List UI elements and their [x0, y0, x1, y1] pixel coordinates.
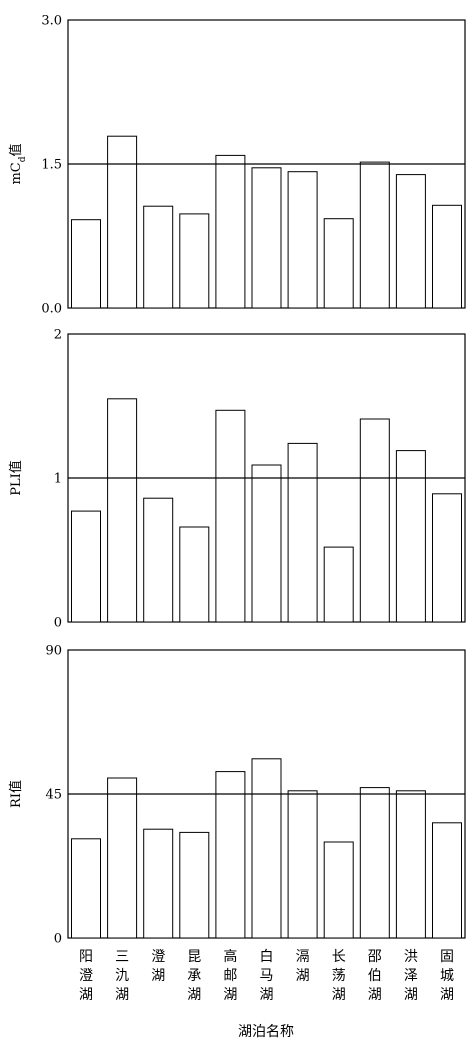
- ytick-label-ri-0: 0: [54, 932, 62, 947]
- ytick-label-ri-2: 90: [45, 644, 62, 659]
- bar-pli-10: [395, 450, 426, 623]
- panel-mcd: 0.0 1.5 3.0 mCd值: [8, 14, 466, 317]
- bar-pli-5: [215, 409, 246, 623]
- bar-mcd-10: [395, 174, 426, 309]
- bar-ri-6: [251, 758, 282, 939]
- ytick-label-pli-2: 2: [54, 328, 62, 343]
- bar-mcd-11: [432, 204, 462, 309]
- bar-mcd-2: [107, 135, 138, 309]
- category-label-1: 阳澄湖: [79, 949, 93, 1003]
- bar-pli-6: [251, 464, 282, 623]
- category-label-7: 滆湖: [296, 948, 310, 984]
- bar-pli-3: [143, 497, 174, 623]
- bar-pli-9: [359, 418, 390, 623]
- ytick-label-mcd-0: 0.0: [41, 302, 62, 317]
- category-label-5: 高邮湖: [223, 948, 237, 1003]
- category-label-8: 长荡湖: [332, 949, 346, 1003]
- bar-pli-4: [179, 526, 210, 623]
- category-label-2: 三氿湖: [115, 949, 129, 1003]
- category-label-3: 澄湖: [151, 949, 165, 984]
- bar-mcd-6: [251, 167, 282, 309]
- ytick-label-mcd-1: 1.5: [41, 158, 62, 173]
- bar-mcd-8: [323, 218, 354, 309]
- x-axis-label: 湖泊名称: [238, 1024, 294, 1040]
- bar-pli-8: [323, 546, 354, 623]
- bar-mcd-9: [359, 161, 390, 309]
- category-label-9: 邵伯湖: [368, 949, 382, 1003]
- panel-ri: 0 45 90 RI值: [8, 644, 466, 947]
- bar-ri-4: [179, 831, 210, 939]
- category-labels: 阳澄湖 三氿湖 澄湖 昆承湖 高邮湖 白马湖 滆湖 长荡湖 邵伯湖 洪泽湖 固城湖: [79, 948, 454, 1003]
- bar-pli-11: [432, 493, 462, 623]
- bar-pli-1: [71, 510, 101, 623]
- bar-ri-7: [287, 790, 318, 939]
- bar-ri-3: [143, 828, 174, 939]
- bar-mcd-4: [179, 213, 210, 309]
- bar-ri-5: [215, 771, 246, 939]
- bar-mcd-7: [287, 171, 318, 309]
- bar-pli-7: [287, 442, 318, 623]
- bar-mcd-1: [71, 219, 101, 309]
- ytick-label-mcd-2: 3.0: [41, 14, 62, 29]
- bar-ri-10: [395, 790, 426, 939]
- category-label-11: 固城湖: [440, 949, 454, 1003]
- ytick-label-pli-1: 1: [54, 472, 62, 487]
- bar-ri-2: [107, 777, 138, 939]
- panel-ri-ylabel: RI值: [8, 780, 24, 808]
- bar-mcd-5: [215, 154, 246, 309]
- bar-ri-11: [432, 822, 462, 939]
- ytick-label-pli-0: 0: [54, 616, 62, 631]
- bar-pli-2: [107, 398, 138, 623]
- panel-pli: 0 1 2 PLI值: [8, 328, 466, 631]
- bar-ri-8: [323, 841, 354, 939]
- panel-pli-ylabel: PLI值: [8, 460, 24, 496]
- category-label-10: 洪泽湖: [404, 949, 418, 1003]
- category-label-6: 白马湖: [260, 949, 274, 1003]
- ytick-label-ri-1: 45: [45, 788, 62, 803]
- bar-ri-1: [71, 838, 101, 939]
- bar-ri-9: [359, 787, 390, 939]
- bar-mcd-3: [143, 205, 174, 309]
- category-label-4: 昆承湖: [187, 949, 201, 1003]
- panel-mcd-ylabel: mCd值: [8, 143, 28, 184]
